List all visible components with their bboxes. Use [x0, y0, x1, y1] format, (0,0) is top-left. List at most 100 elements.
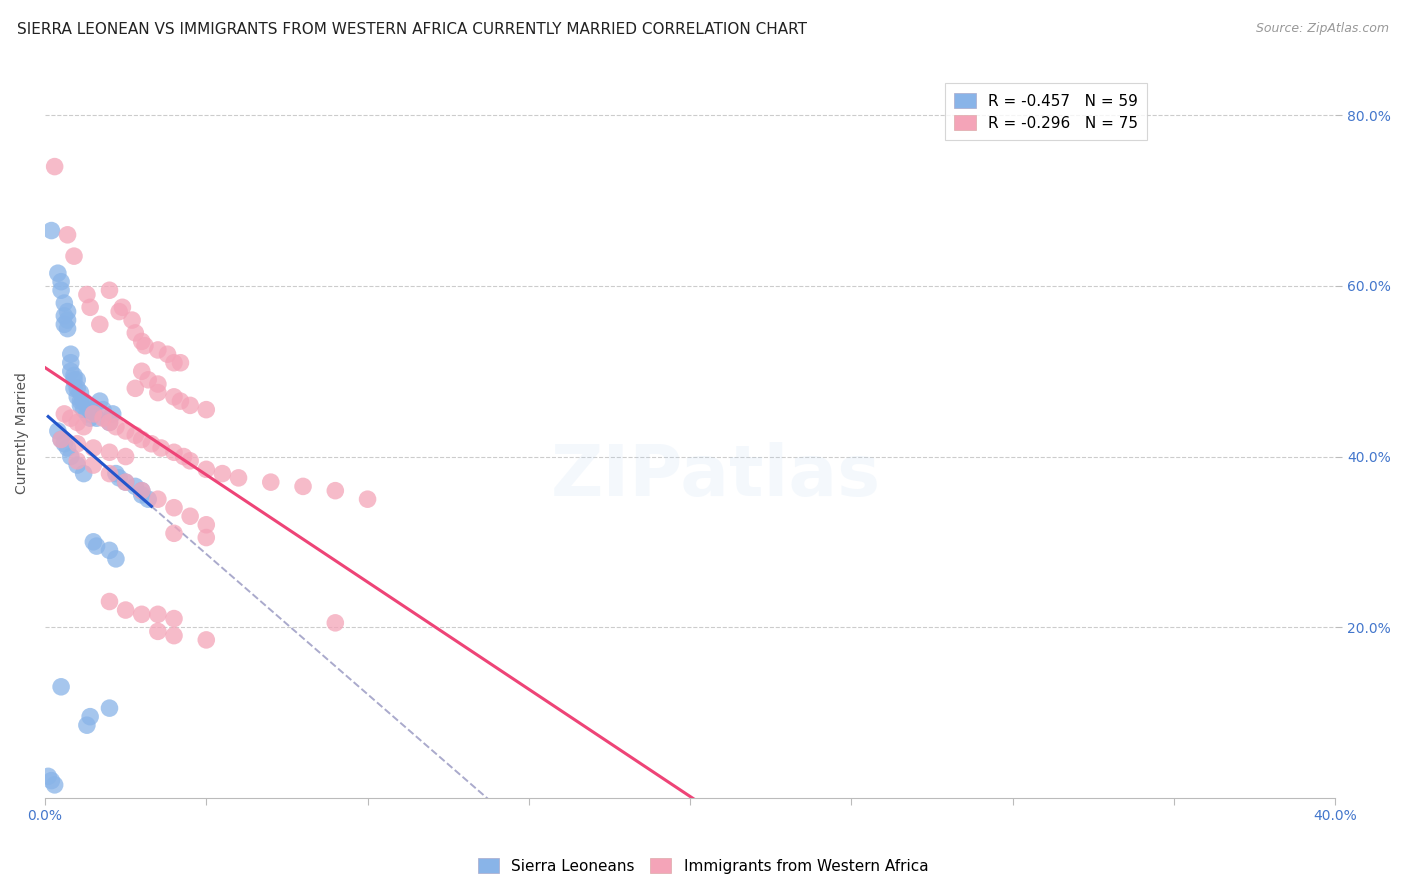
Point [79, 709, 101, 723]
Point [150, 441, 173, 455]
Point [82, 407, 104, 421]
Point [179, 454, 201, 468]
Point [195, 402, 218, 417]
Point [146, 385, 169, 400]
Point [66, 416, 89, 430]
Point [82, 458, 104, 472]
Point [98, 445, 121, 459]
Point [76, 398, 98, 412]
Point [66, 381, 89, 395]
Point [59, 347, 82, 361]
Point [56, 321, 79, 335]
Point [98, 283, 121, 297]
Point [124, 326, 146, 340]
Point [44, 160, 66, 174]
Text: Source: ZipAtlas.com: Source: ZipAtlas.com [1256, 22, 1389, 36]
Point [131, 607, 153, 622]
Point [53, 407, 76, 421]
Point [131, 483, 153, 498]
Point [79, 411, 101, 425]
Point [98, 416, 121, 430]
Point [63, 373, 86, 387]
Point [82, 407, 104, 421]
Point [146, 607, 169, 622]
Point [73, 419, 96, 434]
Point [179, 398, 201, 412]
Point [73, 394, 96, 409]
Point [131, 433, 153, 447]
Point [173, 450, 195, 464]
Point [146, 377, 169, 392]
Point [146, 624, 169, 639]
Point [56, 304, 79, 318]
Point [124, 381, 146, 395]
Point [163, 356, 186, 370]
Point [53, 318, 76, 332]
Point [53, 436, 76, 450]
Point [323, 615, 346, 630]
Point [82, 534, 104, 549]
Point [59, 356, 82, 370]
Point [114, 475, 136, 490]
Point [53, 309, 76, 323]
Point [86, 411, 108, 425]
Point [76, 287, 98, 301]
Point [163, 445, 186, 459]
Point [49, 433, 72, 447]
Point [211, 467, 233, 481]
Point [124, 479, 146, 493]
Point [69, 385, 91, 400]
Point [121, 313, 143, 327]
Point [98, 543, 121, 558]
Point [114, 603, 136, 617]
Point [63, 368, 86, 383]
Point [108, 471, 131, 485]
Point [59, 450, 82, 464]
Point [163, 526, 186, 541]
Point [89, 318, 111, 332]
Point [114, 450, 136, 464]
Point [356, 492, 378, 507]
Point [101, 407, 124, 421]
Text: ZIPatlas: ZIPatlas [551, 442, 882, 511]
Point [63, 381, 86, 395]
Point [195, 462, 218, 476]
Point [89, 394, 111, 409]
Point [163, 611, 186, 625]
Point [114, 424, 136, 438]
Point [82, 441, 104, 455]
Point [66, 454, 89, 468]
Point [104, 552, 127, 566]
Point [131, 334, 153, 349]
Point [260, 475, 283, 490]
Point [63, 249, 86, 263]
Point [41, 223, 63, 237]
Point [134, 339, 156, 353]
Point [56, 313, 79, 327]
Point [323, 483, 346, 498]
Point [131, 488, 153, 502]
Legend: Sierra Leoneans, Immigrants from Western Africa: Sierra Leoneans, Immigrants from Western… [471, 852, 935, 880]
Point [124, 428, 146, 442]
Point [59, 411, 82, 425]
Point [37, 769, 59, 783]
Point [169, 356, 191, 370]
Point [49, 680, 72, 694]
Point [179, 509, 201, 524]
Point [136, 373, 159, 387]
Point [44, 778, 66, 792]
Point [49, 275, 72, 289]
Point [163, 390, 186, 404]
Point [56, 227, 79, 242]
Point [292, 479, 315, 493]
Point [49, 283, 72, 297]
Point [156, 347, 179, 361]
Point [86, 539, 108, 553]
Point [41, 773, 63, 788]
Point [195, 531, 218, 545]
Point [108, 304, 131, 318]
Point [46, 424, 69, 438]
Point [195, 517, 218, 532]
Point [114, 475, 136, 490]
Point [79, 402, 101, 417]
